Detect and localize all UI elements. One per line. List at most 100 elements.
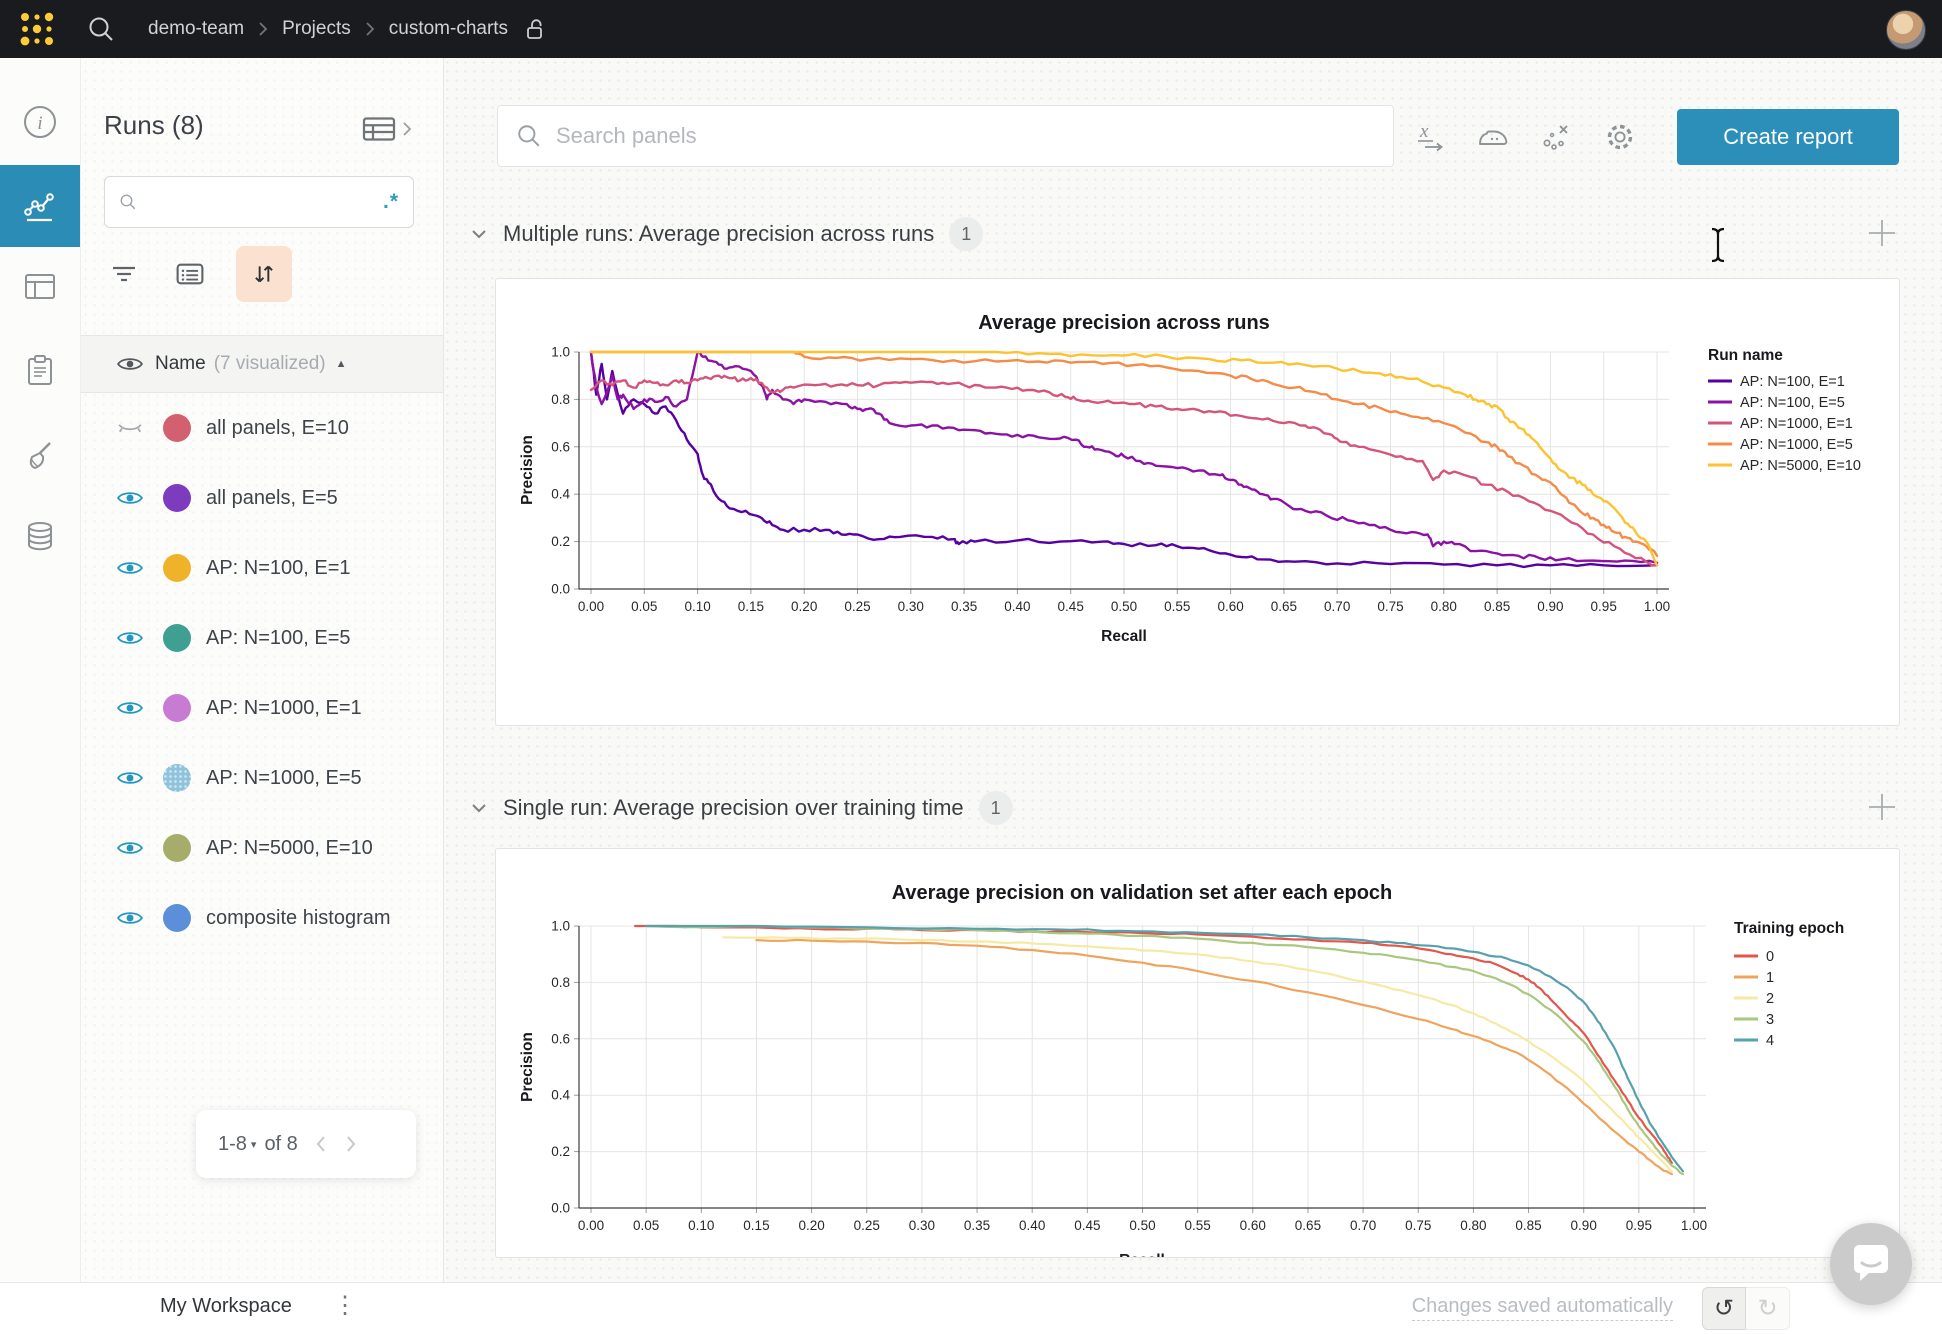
global-search-icon[interactable] (86, 14, 116, 44)
left-icon-rail: i (0, 58, 81, 1334)
run-name-label: AP: N=100, E=5 (206, 627, 351, 650)
svg-text:0.4: 0.4 (551, 1088, 570, 1103)
filter-icon[interactable] (104, 254, 144, 294)
svg-text:0.2: 0.2 (551, 534, 570, 549)
svg-text:0.85: 0.85 (1515, 1218, 1541, 1233)
run-name-label: AP: N=1000, E=1 (206, 697, 362, 720)
eye-open-icon[interactable] (117, 489, 143, 507)
create-report-button[interactable]: Create report (1677, 109, 1899, 165)
breadcrumb-projects[interactable]: Projects (282, 18, 351, 40)
breadcrumb-project-name[interactable]: custom-charts (389, 18, 508, 40)
svg-text:0.20: 0.20 (791, 599, 817, 614)
smoothing-iron-icon[interactable] (1475, 120, 1509, 154)
user-avatar[interactable] (1886, 10, 1926, 50)
page-total: of 8 (264, 1133, 297, 1156)
chevron-down-icon[interactable] (470, 227, 488, 241)
svg-text:0.25: 0.25 (844, 599, 870, 614)
runs-table-tab-icon[interactable] (21, 268, 59, 306)
charts-workspace-tab-active[interactable] (0, 165, 80, 247)
eye-open-icon[interactable] (117, 559, 143, 577)
runs-search-box: .* (104, 176, 414, 228)
svg-text:AP: N=1000, E=5: AP: N=1000, E=5 (1740, 437, 1853, 453)
undo-button[interactable]: ↺ (1702, 1287, 1746, 1330)
precision-across-runs-chart: 0.000.050.100.150.200.250.300.350.400.45… (496, 279, 1897, 723)
visualized-count: (7 visualized) (214, 353, 326, 375)
wandb-logo-icon[interactable] (16, 8, 58, 50)
run-name-label: AP: N=100, E=1 (206, 557, 351, 580)
outliers-scatter-icon[interactable] (1539, 120, 1573, 154)
expand-runs-table-button[interactable] (361, 114, 413, 144)
run-list: all panels, E=10 all panels, E=5 AP: N=1… (81, 393, 443, 953)
panel-card-precision-per-epoch[interactable]: 0.000.050.100.150.200.250.300.350.400.45… (495, 848, 1900, 1258)
settings-gear-icon[interactable] (1603, 120, 1637, 154)
x-axis-settings-icon[interactable]: x (1413, 120, 1447, 154)
svg-text:1.0: 1.0 (551, 919, 570, 934)
page-range-selector[interactable]: 1-8 (218, 1133, 247, 1156)
visibility-eye-icon[interactable] (117, 355, 143, 373)
add-panel-icon[interactable] (1867, 218, 1897, 248)
run-row[interactable]: AP: N=100, E=1 (81, 533, 443, 603)
svg-text:0.50: 0.50 (1111, 599, 1137, 614)
eye-open-icon[interactable] (117, 839, 143, 857)
section-header-multiple-runs: Multiple runs: Average precision across … (470, 212, 983, 256)
svg-text:AP: N=5000, E=10: AP: N=5000, E=10 (1740, 458, 1861, 474)
svg-text:0: 0 (1766, 949, 1774, 965)
kebab-menu-icon[interactable]: ⋮ (333, 1291, 357, 1320)
svg-text:0.4: 0.4 (551, 487, 570, 502)
run-row[interactable]: AP: N=5000, E=10 (81, 813, 443, 883)
run-name-label: all panels, E=10 (206, 417, 349, 440)
eye-open-icon[interactable] (117, 769, 143, 787)
group-list-icon[interactable] (170, 254, 210, 294)
sort-button-active[interactable] (236, 246, 292, 302)
redo-button[interactable]: ↻ (1746, 1287, 1790, 1330)
svg-text:0.55: 0.55 (1164, 599, 1190, 614)
precision-per-epoch-chart: 0.000.050.100.150.200.250.300.350.400.45… (496, 849, 1897, 1258)
svg-text:0.55: 0.55 (1185, 1218, 1211, 1233)
next-page-icon[interactable] (344, 1134, 358, 1154)
run-name-label: composite histogram (206, 907, 391, 930)
svg-text:0.65: 0.65 (1295, 1218, 1321, 1233)
top-navbar: demo-team Projects custom-charts (0, 0, 1942, 58)
prev-page-icon[interactable] (314, 1134, 328, 1154)
panel-search-input[interactable] (554, 122, 1393, 150)
add-panel-icon[interactable] (1867, 792, 1897, 822)
run-row[interactable]: AP: N=1000, E=5 (81, 743, 443, 813)
search-icon (119, 190, 137, 214)
run-color-dot (163, 904, 191, 932)
svg-text:1.00: 1.00 (1644, 599, 1670, 614)
run-row[interactable]: all panels, E=5 (81, 463, 443, 533)
eye-open-icon[interactable] (117, 699, 143, 717)
caret-down-icon[interactable]: ▾ (251, 1138, 257, 1151)
overview-info-icon[interactable]: i (21, 103, 59, 141)
svg-text:0.0: 0.0 (551, 1201, 570, 1216)
runs-pagination: 1-8 ▾ of 8 (196, 1110, 416, 1178)
chevron-down-icon[interactable] (470, 801, 488, 815)
panel-card-average-precision[interactable]: 0.000.050.100.150.200.250.300.350.400.45… (495, 278, 1900, 726)
svg-text:0.8: 0.8 (551, 975, 570, 990)
run-row[interactable]: all panels, E=10 (81, 393, 443, 463)
runs-list-header[interactable]: Name (7 visualized) ▲ (81, 335, 443, 393)
bottom-bar: My Workspace ⋮ Changes saved automatical… (0, 1282, 1942, 1334)
logs-clipboard-tab-icon[interactable] (21, 351, 59, 389)
chat-support-button[interactable] (1830, 1223, 1912, 1305)
workspace-name-label: My Workspace (160, 1295, 292, 1318)
sweeps-broom-tab-icon[interactable] (20, 436, 60, 476)
eye-open-icon[interactable] (117, 909, 143, 927)
svg-text:0.00: 0.00 (578, 1218, 604, 1233)
svg-text:1: 1 (1766, 970, 1774, 986)
eye-open-icon[interactable] (117, 629, 143, 647)
regex-toggle[interactable]: .* (383, 190, 399, 214)
svg-text:4: 4 (1766, 1033, 1774, 1049)
artifacts-database-tab-icon[interactable] (20, 518, 60, 558)
svg-text:Run name: Run name (1708, 347, 1783, 364)
run-row[interactable]: AP: N=100, E=5 (81, 603, 443, 673)
search-icon (516, 123, 542, 149)
eye-closed-icon[interactable] (117, 419, 143, 437)
svg-text:0.00: 0.00 (578, 599, 604, 614)
svg-text:0.70: 0.70 (1350, 1218, 1376, 1233)
runs-search-input[interactable] (147, 191, 383, 214)
run-row[interactable]: composite histogram (81, 883, 443, 953)
breadcrumb-team[interactable]: demo-team (148, 18, 244, 40)
run-row[interactable]: AP: N=1000, E=1 (81, 673, 443, 743)
svg-text:AP: N=1000, E=1: AP: N=1000, E=1 (1740, 416, 1853, 432)
